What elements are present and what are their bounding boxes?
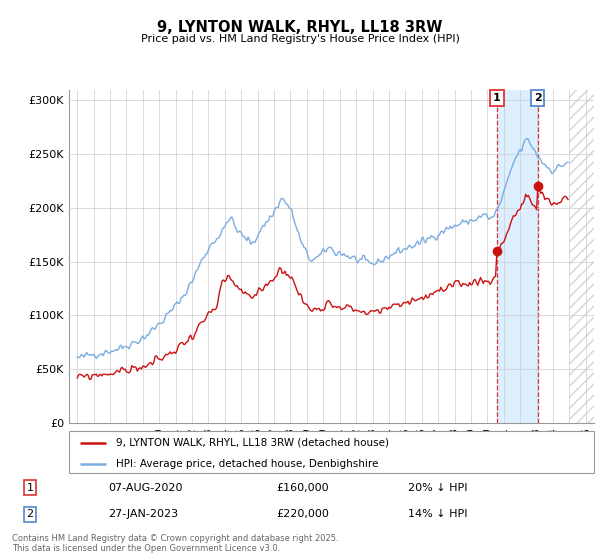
Text: 1: 1 [26,483,34,493]
Bar [569,90,594,423]
Bar [569,90,594,423]
Text: £160,000: £160,000 [276,483,329,493]
Text: 27-JAN-2023: 27-JAN-2023 [108,509,178,519]
Text: Price paid vs. HM Land Registry's House Price Index (HPI): Price paid vs. HM Land Registry's House … [140,34,460,44]
Text: 14% ↓ HPI: 14% ↓ HPI [408,509,467,519]
Text: 2: 2 [534,93,542,103]
Text: 20% ↓ HPI: 20% ↓ HPI [408,483,467,493]
Text: 07-AUG-2020: 07-AUG-2020 [108,483,182,493]
Text: £220,000: £220,000 [276,509,329,519]
Text: 1: 1 [493,93,501,103]
Text: 9, LYNTON WALK, RHYL, LL18 3RW (detached house): 9, LYNTON WALK, RHYL, LL18 3RW (detached… [116,437,389,447]
Text: 2: 2 [26,509,34,519]
Bar [497,90,538,423]
Text: Contains HM Land Registry data © Crown copyright and database right 2025.
This d: Contains HM Land Registry data © Crown c… [12,534,338,553]
Text: 9, LYNTON WALK, RHYL, LL18 3RW: 9, LYNTON WALK, RHYL, LL18 3RW [157,20,443,35]
Text: HPI: Average price, detached house, Denbighshire: HPI: Average price, detached house, Denb… [116,459,379,469]
FancyBboxPatch shape [69,431,594,473]
